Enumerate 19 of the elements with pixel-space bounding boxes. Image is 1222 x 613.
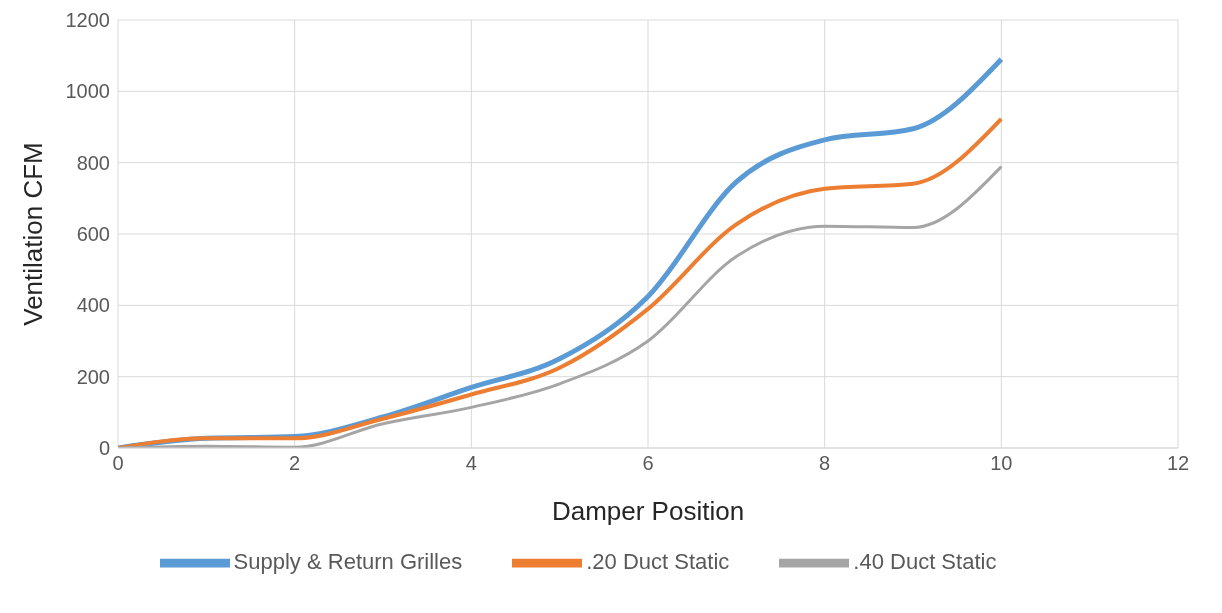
y-tick-label: 600 bbox=[76, 223, 110, 246]
y-tick-label: 1000 bbox=[65, 80, 110, 103]
legend-label: Supply & Return Grilles bbox=[233, 548, 463, 574]
y-tick-label: 800 bbox=[76, 151, 110, 174]
x-tick-label: 12 bbox=[1166, 452, 1190, 475]
y-tick-label: 400 bbox=[76, 294, 110, 317]
legend-label: .40 Duct Static bbox=[853, 548, 997, 574]
x-tick-label: 0 bbox=[112, 452, 124, 475]
y-tick-label: 200 bbox=[76, 365, 110, 388]
x-tick-label: 4 bbox=[465, 452, 477, 475]
y-axis-title: Ventilation CFM bbox=[18, 142, 49, 326]
legend-label: .20 Duct Static bbox=[586, 548, 730, 574]
x-tick-label: 10 bbox=[990, 452, 1013, 475]
y-tick-label: 1200 bbox=[65, 9, 110, 32]
x-tick-label: 2 bbox=[289, 452, 301, 475]
x-axis-title: Damper Position bbox=[551, 496, 745, 526]
x-tick-label: 8 bbox=[819, 452, 831, 475]
y-tick-label: 0 bbox=[98, 437, 110, 460]
x-tick-label: 6 bbox=[642, 452, 654, 475]
